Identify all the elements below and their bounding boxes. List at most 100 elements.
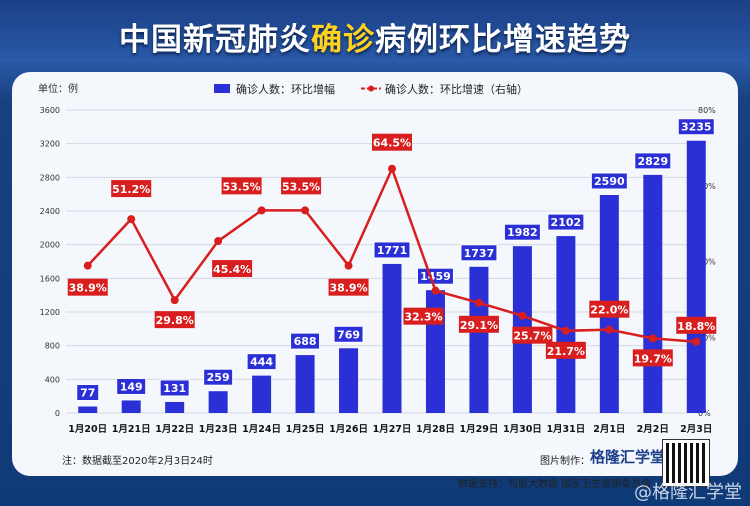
bar-data-label: 2102: [551, 216, 582, 229]
legend-bar-swatch: [214, 84, 230, 93]
line-label-box: [111, 180, 152, 198]
note: 注：数据截至2020年2月3日24时: [62, 456, 213, 467]
bar-data-label: 688: [294, 335, 317, 348]
line-label-box: [212, 260, 253, 278]
bar: [556, 236, 576, 413]
line-point: [388, 164, 396, 173]
page-title: 中国新冠肺炎确诊病例环比增速趋势: [0, 14, 750, 59]
qr-code: [662, 439, 710, 487]
x-tick-label: 1月25日: [286, 424, 325, 435]
line-data-label: 51.2%: [112, 183, 150, 196]
bar-label-box: [416, 267, 454, 285]
y-left-tick: 2400: [40, 207, 60, 216]
bar: [643, 174, 663, 413]
line-data-label: 38.9%: [69, 282, 107, 295]
bar-label-box: [203, 368, 234, 386]
unit-label: 单位：例: [38, 82, 78, 95]
bar-label-box: [590, 172, 628, 190]
line-data-label: 53.5%: [282, 180, 320, 193]
line-label-box: [372, 133, 412, 151]
bar: [121, 400, 141, 413]
y-left-tick: 400: [45, 375, 60, 384]
bar: [208, 391, 228, 413]
line-label-box: [676, 316, 717, 334]
line-label-box: [632, 349, 673, 367]
line-point: [692, 337, 701, 346]
bar: [78, 406, 98, 413]
line-data-label: 32.3%: [404, 311, 442, 324]
line-point: [431, 286, 440, 295]
line-label-box: [221, 177, 262, 195]
data-source: 数据支持：勾股大数据 国家卫生健康委员会: [458, 479, 652, 490]
credit-brand: 格隆汇学堂: [590, 448, 666, 466]
line-label-box: [403, 307, 444, 325]
y-left-tick: 0: [55, 409, 60, 418]
x-tick-label: 1月24日: [242, 424, 281, 435]
y-right-tick: 60%: [698, 182, 716, 191]
line-point: [214, 237, 223, 246]
y-left-tick: 3200: [40, 140, 60, 149]
bar-data-label: 149: [120, 380, 143, 393]
x-tick-label: 1月29日: [460, 424, 499, 435]
line-point: [474, 298, 483, 307]
line-label-box: [545, 341, 586, 359]
bar: [252, 375, 272, 413]
x-tick-label: 1月26日: [329, 424, 368, 435]
bar-data-label: 2590: [594, 175, 625, 188]
line-label-box: [154, 311, 195, 329]
bar-data-label: 1737: [464, 247, 495, 260]
line-label-box: [512, 326, 553, 344]
line-data-label: 45.4%: [213, 263, 251, 276]
line-data-label: 64.5%: [373, 137, 411, 150]
credit-label: 图片制作：: [540, 456, 590, 467]
bar-data-label: 1771: [377, 244, 408, 257]
x-tick-label: 1月30日: [503, 424, 542, 435]
bar: [382, 263, 402, 413]
bar-label-box: [116, 377, 147, 395]
line-point: [301, 206, 310, 215]
bar-label-box: [503, 223, 541, 241]
bar-label-box: [634, 152, 672, 170]
x-tick-label: 1月23日: [199, 424, 238, 435]
line-label-box: [458, 315, 499, 333]
x-tick-label: 2月3日: [680, 424, 712, 435]
bar-data-label: 3235: [681, 121, 712, 134]
line-label-box: [328, 278, 369, 296]
bar-data-label: 1982: [507, 226, 538, 239]
bar-data-label: 2829: [637, 155, 668, 168]
bar: [469, 266, 489, 413]
bar: [165, 401, 185, 413]
bar-label-box: [159, 379, 190, 397]
line-point: [257, 206, 266, 215]
bar-data-label: 77: [80, 387, 95, 400]
bar-data-label: 769: [337, 328, 360, 341]
bar-data-label: 131: [163, 382, 186, 395]
y-right-tick: 80%: [698, 106, 716, 115]
line-label-box: [281, 177, 322, 195]
bar: [686, 140, 706, 414]
y-right-tick: 20%: [698, 333, 716, 342]
legend-line-label: 确诊人数：环比增速（右轴）: [385, 82, 528, 96]
bar: [339, 348, 359, 413]
line-data-label: 29.1%: [460, 319, 498, 332]
line-label-box: [67, 278, 108, 296]
line-label-box: [589, 300, 630, 318]
bar-data-label: 1459: [420, 270, 451, 283]
line-data-label: 38.9%: [329, 282, 367, 295]
y-right-tick: 40%: [698, 258, 716, 267]
watermark: @格隆汇学堂: [634, 482, 742, 503]
bar-data-label: 444: [250, 356, 273, 369]
x-tick-label: 1月20日: [68, 424, 107, 435]
y-left-tick: 2000: [40, 241, 60, 250]
x-tick-label: 1月28日: [416, 424, 455, 435]
line-point: [648, 334, 657, 343]
bar-label-box: [460, 244, 498, 262]
line-data-label: 18.8%: [677, 320, 715, 333]
line-data-label: 21.7%: [547, 345, 585, 358]
bar-label-box: [290, 332, 321, 350]
x-tick-label: 1月22日: [155, 424, 194, 435]
y-left-tick: 800: [45, 342, 60, 351]
line-point: [170, 296, 179, 305]
legend-line-marker: [368, 85, 374, 92]
